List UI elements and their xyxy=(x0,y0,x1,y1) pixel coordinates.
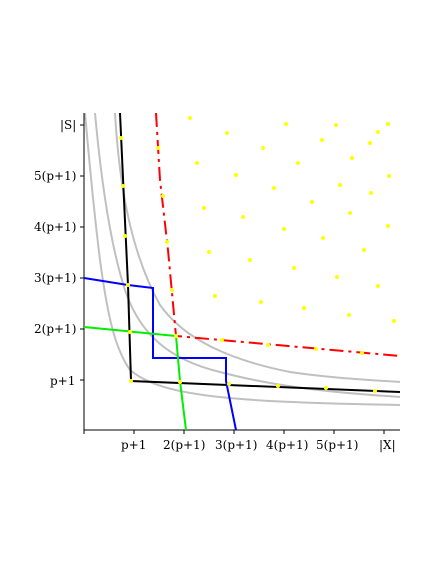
black-curve xyxy=(119,112,401,393)
lattice-points xyxy=(119,116,396,393)
y-tick-label-4: 4(p+1) xyxy=(34,220,76,234)
hyperbola-1 xyxy=(84,112,401,406)
y-axis-label: |S| xyxy=(60,118,76,132)
hyperbola-3 xyxy=(114,112,401,383)
hyperbola-2 xyxy=(94,112,401,398)
green-curve xyxy=(83,326,187,431)
y-tick-label-5: 5(p+1) xyxy=(34,169,76,183)
x-tick-label-4: 4(p+1) xyxy=(266,438,308,452)
red-dashed-curve xyxy=(155,112,401,357)
hyperbola-curves xyxy=(84,112,401,406)
y-tick-marks xyxy=(80,124,84,381)
x-tick-label-1: p+1 xyxy=(121,438,146,452)
y-tick-label-1: p+1 xyxy=(50,374,75,388)
y-tick-label-3: 3(p+1) xyxy=(34,271,76,285)
x-tick-label-5: 5(p+1) xyxy=(316,438,358,452)
axes xyxy=(80,113,400,434)
x-tick-marks xyxy=(83,430,385,434)
x-axis-label: |X| xyxy=(379,438,396,452)
x-tick-label-3: 3(p+1) xyxy=(215,438,257,452)
y-tick-label-2: 2(p+1) xyxy=(34,322,76,336)
x-tick-label-2: 2(p+1) xyxy=(163,438,205,452)
